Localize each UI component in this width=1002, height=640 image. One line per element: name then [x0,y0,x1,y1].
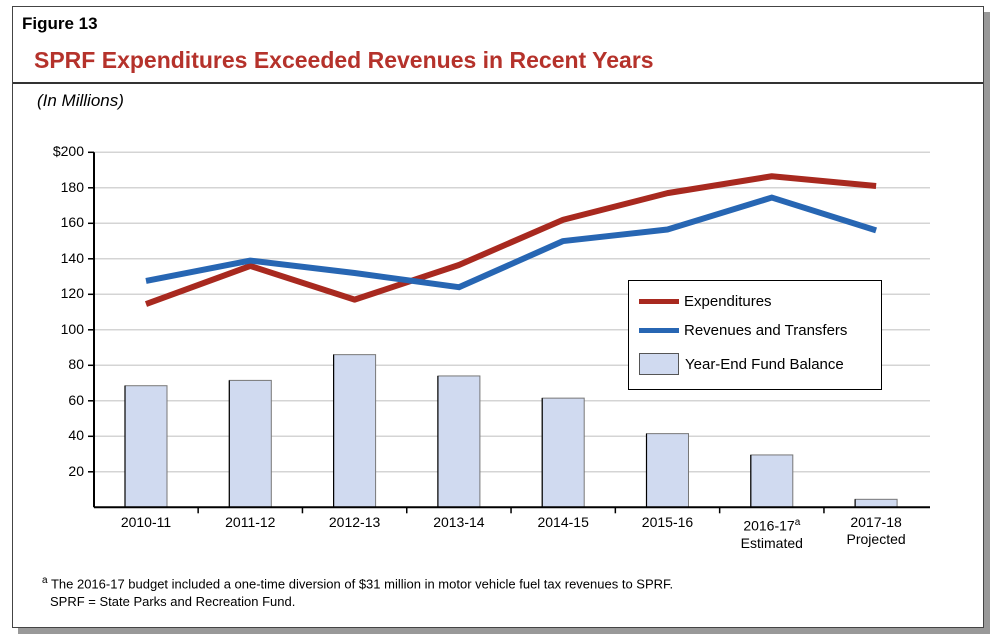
legend-swatch-fund-balance [639,353,679,375]
line-expenditures [144,173,877,307]
chart-legend: Expenditures Revenues and Transfers Year… [628,280,882,390]
legend-label: Year-End Fund Balance [685,355,844,373]
legend-label: Revenues and Transfers [684,322,848,339]
y-tick-label: 140 [60,249,84,266]
x-tick-label: 2013-14 [433,514,485,531]
legend-item-expenditures: Expenditures [639,293,772,310]
footnote: a The 2016-17 budget included a one-time… [42,575,673,591]
bar-fund-balance [124,385,168,508]
y-tick-label: 60 [68,391,84,408]
x-tick-label: 2016-17a Estimated [740,517,803,551]
footnote-marker: a [42,575,48,586]
legend-swatch-revenues [639,328,679,333]
bar-fund-balance [541,397,585,508]
x-tick-label: 2012-13 [328,514,381,531]
legend-item-revenues: Revenues and Transfers [639,322,847,339]
y-tick-label: 160 [60,214,84,231]
figure-label: Figure 13 [22,14,98,33]
abbreviation-note: SPRF = State Parks and Recreation Fund. [50,594,296,609]
legend-item-fund-balance: Year-End Fund Balance [639,353,844,375]
y-tick-label: 80 [68,356,84,373]
legend-swatch-expenditures [639,299,679,304]
footnote-text: The 2016-17 budget included a one-time d… [50,576,674,592]
bar-fund-balance [437,375,481,508]
x-tick-label: 2011-12 [225,514,276,531]
y-tick-label: $200 [52,143,84,160]
y-tick-label: 20 [68,462,84,479]
y-tick-label: 40 [68,427,84,444]
bar-fund-balance [228,379,272,508]
bar-fund-balance [333,354,377,508]
y-tick-label: 100 [60,320,84,337]
x-tick-label: 2014-15 [537,514,589,531]
chart-title: SPRF Expenditures Exceeded Revenues in R… [34,47,654,73]
y-tick-label: 120 [60,285,84,302]
y-tick-label: 180 [60,178,84,195]
x-tick-label: 2015-16 [641,514,694,531]
line-revenues-and-transfers [145,194,878,291]
chart-subtitle: (In Millions) [37,91,124,110]
x-tick-label: 2017-18 Projected [846,514,906,548]
title-divider [13,82,983,84]
x-tick-label: 2010-11 [120,514,172,531]
legend-label: Expenditures [684,293,772,310]
bar-fund-balance [854,498,898,508]
bar-fund-balance [646,433,689,508]
bar-fund-balance [750,454,794,508]
